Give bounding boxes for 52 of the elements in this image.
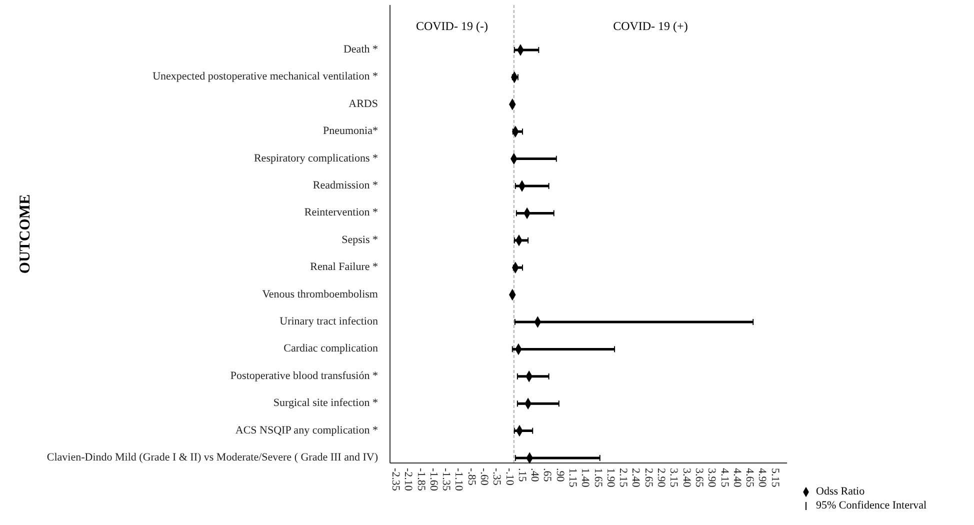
y-axis-title: OUTCOME xyxy=(17,194,34,274)
y-tick-label: Respiratory complications * xyxy=(254,152,378,164)
y-tick-label: Urinary tract infection xyxy=(280,316,378,328)
x-tick-label: -2.35 xyxy=(390,468,402,492)
y-tick-label: Clavien-Dindo Mild (Grade I & II) vs Moderate/Severe ( Grade III and IV) xyxy=(46,452,378,464)
x-tick-label: 4.15 xyxy=(718,468,730,488)
x-tick-label: 4.40 xyxy=(730,468,743,488)
x-tick-label: -.35 xyxy=(490,468,503,486)
y-tick-label: Postoperative blood transfusión * xyxy=(230,370,378,382)
text: COVID- 19 (-) xyxy=(416,19,488,33)
legend-label: Odss Ratio xyxy=(816,486,866,498)
x-tick-label: -1.10 xyxy=(452,468,465,492)
x-tick-label: -1.60 xyxy=(427,468,440,492)
x-tick-label: 5.15 xyxy=(768,468,781,488)
x-tick-label: 2.90 xyxy=(655,468,668,488)
x-tick-label: -1.85 xyxy=(414,468,427,492)
y-tick-label: Sepsis * xyxy=(342,234,378,246)
x-tick-label: -.85 xyxy=(465,468,478,486)
x-tick-label: 1.90 xyxy=(604,468,616,488)
text: 95% Confidence Interval xyxy=(816,500,927,512)
text: COVID- 19 (+) xyxy=(613,19,688,33)
x-tick-label: -.60 xyxy=(478,468,490,486)
y-tick-label: ACS NSQIP any complication * xyxy=(235,424,378,436)
x-tick-label: .40 xyxy=(528,468,541,482)
y-tick-label: Readmission * xyxy=(312,180,378,192)
y-tick-label: Death * xyxy=(343,44,378,56)
y-tick-label: Surgical site infection * xyxy=(273,397,378,410)
y-tick-label: Cardiac complication xyxy=(284,342,378,355)
y-tick-label: Pneumonia* xyxy=(323,125,378,138)
x-tick-label: 4.90 xyxy=(756,468,768,488)
x-tick-label: 2.15 xyxy=(617,468,630,488)
x-tick-label: 3.65 xyxy=(692,468,705,488)
x-tick-label: 2.40 xyxy=(630,468,642,488)
y-tick-label: Venous thromboembolism xyxy=(262,288,378,300)
x-tick-label: -.10 xyxy=(503,468,516,486)
x-tick-label: .15 xyxy=(516,468,528,482)
x-tick-label: 1.15 xyxy=(566,468,579,488)
x-tick-label: -1.35 xyxy=(440,468,452,492)
x-tick-label: 2.65 xyxy=(642,468,654,488)
x-tick-label: 3.90 xyxy=(706,468,718,488)
y-tick-label: Unexpected postoperative mechanical ventilation * xyxy=(152,70,378,83)
x-tick-label: .65 xyxy=(541,468,554,482)
y-tick-label: Renal Failure * xyxy=(310,261,378,274)
y-tick-label: ARDS xyxy=(348,98,378,110)
x-tick-label: -2.10 xyxy=(402,468,414,492)
x-tick-label: 1.40 xyxy=(579,468,592,488)
x-tick-label: 4.65 xyxy=(744,468,756,488)
x-tick-label: .90 xyxy=(554,468,566,482)
x-tick-label: 3.15 xyxy=(668,468,680,488)
x-tick-label: 3.40 xyxy=(680,468,692,488)
y-tick-label: Reintervention * xyxy=(304,206,378,219)
x-tick-label: 1.65 xyxy=(592,468,604,488)
